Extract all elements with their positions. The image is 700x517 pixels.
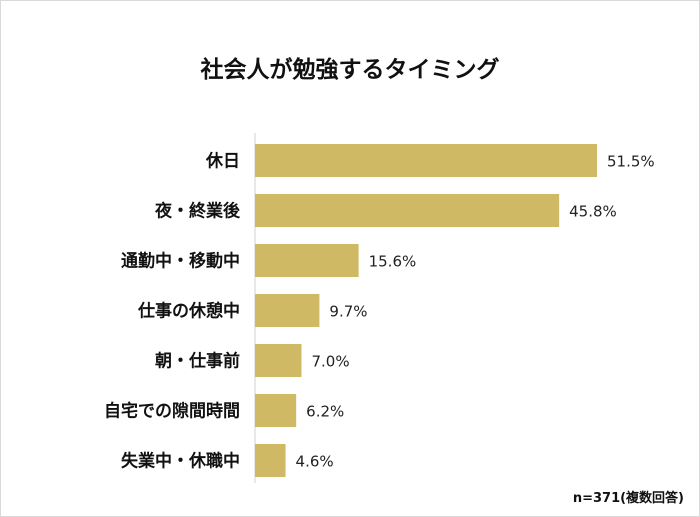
bar-4 — [255, 294, 320, 327]
category-label-3: 通勤中・移動中 — [121, 251, 240, 272]
value-label-6: 6.2% — [306, 403, 344, 421]
value-label-2: 45.8% — [569, 203, 617, 221]
bar-5 — [255, 344, 302, 377]
bar-2 — [255, 194, 560, 227]
value-label-3: 15.6% — [369, 253, 417, 271]
category-label-2: 夜・終業後 — [154, 201, 241, 222]
category-label-6: 自宅での隙間時間 — [104, 401, 240, 422]
bar-7 — [255, 444, 286, 477]
category-label-4: 仕事の休憩中 — [137, 301, 240, 322]
value-label-1: 51.5% — [607, 153, 655, 171]
value-label-4: 9.7% — [329, 303, 367, 321]
category-label-7: 失業中・休職中 — [121, 451, 240, 472]
bar-6 — [255, 394, 297, 427]
value-label-5: 7.0% — [311, 353, 349, 371]
sample-size-note: n=371(複数回答) — [573, 490, 684, 506]
value-label-7: 4.6% — [296, 453, 334, 471]
category-label-1: 休日 — [205, 151, 240, 172]
bar-3 — [255, 244, 359, 277]
chart-title: 社会人が勉強するタイミング — [201, 56, 500, 83]
bar-1 — [255, 144, 597, 177]
bars-group: 休日 51.5% 夜・終業後 45.8% 通勤中・移動中 15.6% 仕事の休憩中 9.7% 朝… — [104, 144, 655, 477]
category-label-5: 朝・仕事前 — [155, 351, 240, 372]
